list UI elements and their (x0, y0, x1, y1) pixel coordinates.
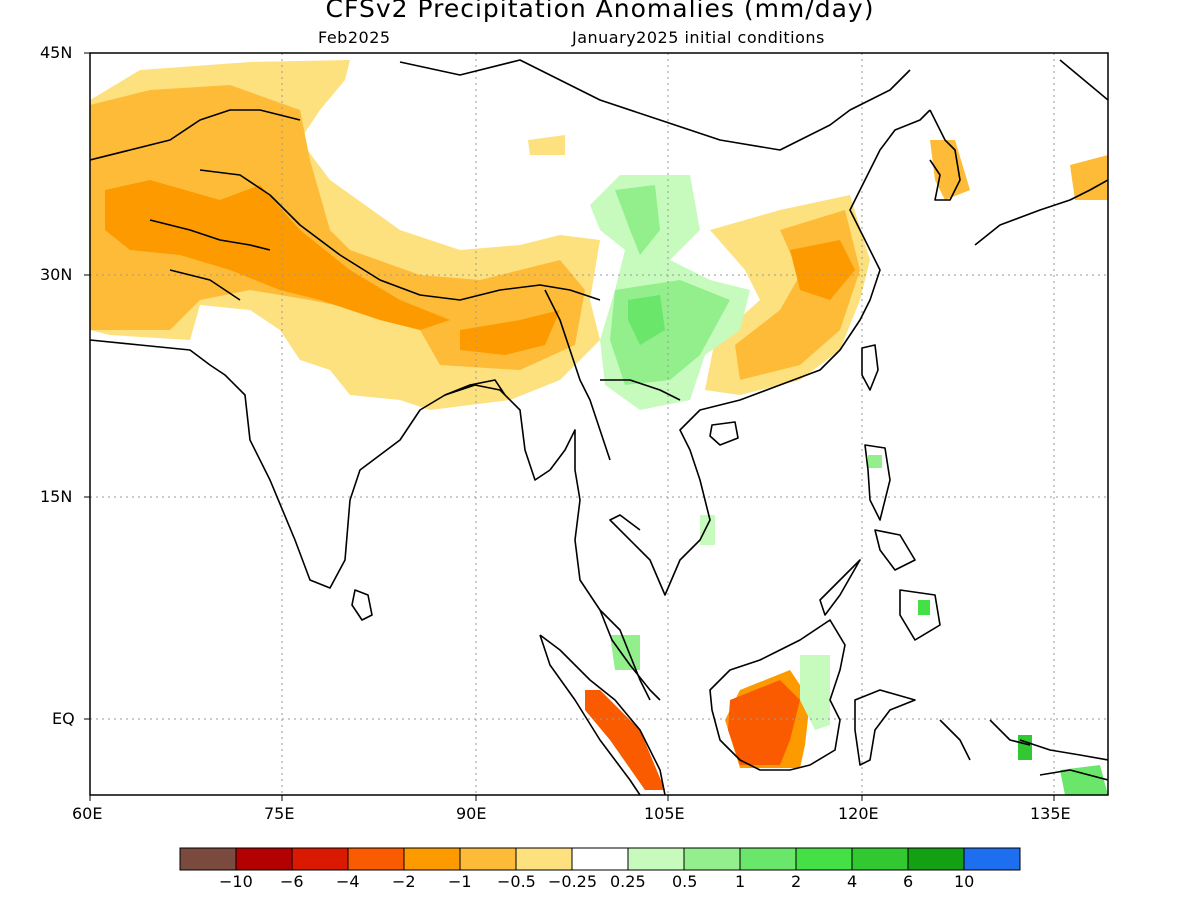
mindanao (899, 589, 941, 641)
colorbar-label: −0.25 (548, 872, 598, 891)
colorbar-swatch (739, 847, 797, 871)
colorbar (179, 847, 1021, 871)
colorbar-label: −0.5 (497, 872, 536, 891)
colorbar-label: −6 (280, 872, 304, 891)
dry-region-borneo (728, 680, 800, 765)
chart-title: CFSv2 Precipitation Anomalies (mm/day) (325, 0, 875, 23)
colorbar-swatch (459, 847, 517, 871)
dry-region-korea (930, 140, 970, 200)
x-tick-label: 75E (264, 804, 295, 823)
coastlines (90, 59, 1108, 795)
palawan (819, 559, 861, 616)
japan-coastline (974, 59, 1108, 246)
colorbar-swatch (627, 847, 685, 871)
colorbar-label: 0.5 (672, 872, 698, 891)
x-tick-label: 105E (644, 804, 685, 823)
y-tick-label: 15N (40, 487, 73, 506)
dry-region-hills (460, 310, 560, 355)
china-northern-border (399, 59, 911, 151)
gulf-of-thailand (609, 109, 931, 596)
x-tick-label: 90E (456, 804, 487, 823)
wet-region-vietnam (700, 515, 715, 545)
anomaly-fields (90, 60, 1108, 795)
plot-frame (89, 52, 1109, 796)
colorbar-swatch (683, 847, 741, 871)
y-tick-label: 45N (40, 43, 73, 62)
colorbar-label: 1 (735, 872, 746, 891)
wet-region-new-guinea (1060, 765, 1108, 795)
colorbar-label: −1 (448, 872, 472, 891)
initial-conditions: January2025 initial conditions (572, 28, 825, 47)
colorbar-swatch (963, 847, 1021, 871)
colorbar-swatch (907, 847, 965, 871)
wet-region-philippines (868, 455, 882, 468)
philippines-visayas (874, 529, 916, 571)
colorbar-label: 10 (954, 872, 975, 891)
new-guinea (1019, 739, 1108, 781)
dry-region-interior (90, 85, 585, 370)
colorbar-swatch (795, 847, 853, 871)
dry-region-japan (1070, 155, 1108, 200)
tick-marks (84, 52, 1055, 801)
india-coastline (90, 339, 551, 589)
wet-region-mindanao (918, 600, 930, 615)
dry-region-sumatra (585, 690, 665, 790)
malay-peninsula (599, 609, 661, 701)
colorbar-swatch (235, 847, 293, 871)
hainan (709, 421, 739, 446)
wet-region-maluku (1018, 735, 1032, 760)
colorbar-swatch (851, 847, 909, 871)
colorbar-label: −2 (392, 872, 416, 891)
y-tick-label: 30N (40, 265, 73, 284)
colorbar-label: −4 (336, 872, 360, 891)
central-asia-borders (90, 109, 301, 301)
indochina-coastline (549, 429, 651, 701)
colorbar-swatch (571, 847, 629, 871)
himalaya-border (199, 169, 601, 301)
colorbar-swatch (291, 847, 349, 871)
wet-region-borneo-east (800, 655, 830, 730)
x-tick-label: 120E (838, 804, 879, 823)
graticule (90, 53, 1108, 795)
colorbar-swatch (403, 847, 461, 871)
sumatra (539, 634, 666, 795)
y-tick-label: EQ (52, 709, 75, 728)
colorbar-label: 6 (903, 872, 914, 891)
korea-coastline (929, 109, 961, 201)
colorbar-label: −10 (219, 872, 253, 891)
colorbar-label: 0.25 (610, 872, 646, 891)
forecast-month: Feb2025 (318, 28, 391, 47)
myanmar-border (544, 289, 681, 461)
wet-region-yunnan-core (628, 295, 665, 345)
colorbar-label: 2 (791, 872, 802, 891)
wet-region-sichuan-inner (615, 185, 660, 255)
sulawesi (854, 689, 916, 766)
dry-region-south-china-peak (790, 240, 855, 300)
sri-lanka (351, 589, 373, 621)
maluku (939, 719, 1031, 761)
colorbar-swatch (347, 847, 405, 871)
dry-region-core (105, 180, 450, 330)
x-tick-label: 60E (72, 804, 103, 823)
philippines-luzon (864, 444, 891, 521)
colorbar-swatch (515, 847, 573, 871)
bangladesh (444, 379, 506, 396)
wet-region-malaysia (610, 635, 640, 670)
colorbar-label: 4 (847, 872, 858, 891)
colorbar-swatch (179, 847, 237, 871)
taiwan (861, 344, 879, 391)
borneo (709, 619, 846, 771)
x-tick-label: 135E (1030, 804, 1071, 823)
dry-region-tibet (528, 135, 565, 155)
